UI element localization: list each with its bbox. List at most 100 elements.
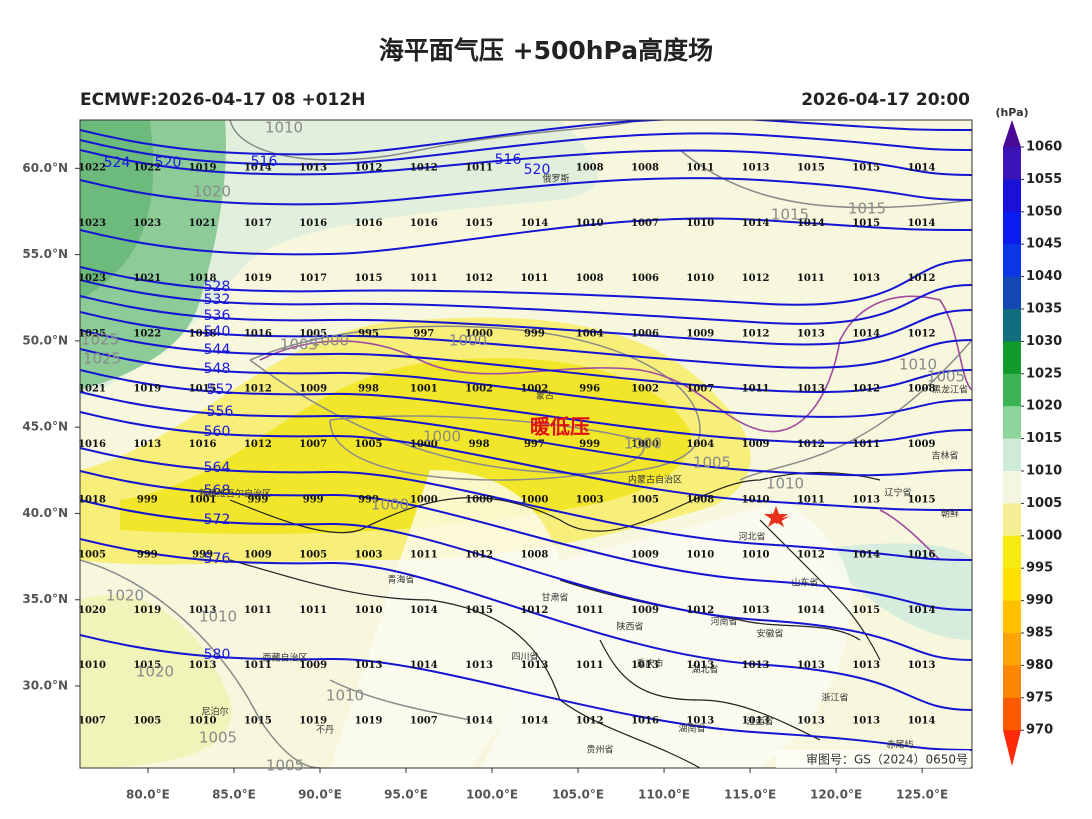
pressure-value: 1006 — [631, 328, 659, 339]
y-tick-label: 45.0°N — [22, 420, 68, 434]
pressure-value: 1014 — [908, 163, 936, 174]
colorbar-segment — [1003, 341, 1021, 375]
pressure-value: 1013 — [852, 660, 880, 671]
pressure-value: 1014 — [742, 218, 770, 229]
pressure-value: 1010 — [742, 550, 770, 561]
pressure-value: 999 — [192, 550, 213, 561]
pressure-value: 1008 — [686, 494, 714, 505]
x-tick-label: 80.0°E — [126, 788, 170, 802]
pressure-value: 1011 — [520, 273, 548, 284]
pressure-value: 1013 — [686, 660, 714, 671]
pressure-zone — [820, 543, 972, 640]
pressure-value: 1008 — [576, 163, 604, 174]
pressure-value: 1019 — [299, 716, 327, 727]
pressure-contour-label: 1025 — [81, 331, 119, 349]
pressure-value: 1013 — [520, 660, 548, 671]
place-name: 辽宁省 — [884, 487, 911, 499]
height-contour — [80, 499, 972, 661]
pressure-value: 1015 — [852, 218, 880, 229]
pressure-contour-label: 1020 — [106, 587, 144, 605]
pressure-value: 1012 — [465, 273, 493, 284]
pressure-value: 1005 — [299, 328, 327, 339]
pressure-contour-label: 1000 — [371, 496, 409, 514]
colorbar-label: 1020 — [1026, 399, 1062, 414]
map-background — [80, 120, 972, 768]
colorbar-label: 1015 — [1026, 431, 1062, 446]
pressure-value: 1016 — [244, 328, 272, 339]
height-contour-label: 556 — [207, 404, 234, 420]
pressure-value: 1014 — [852, 328, 880, 339]
height-contour-label: 564 — [204, 460, 231, 476]
pressure-value: 1012 — [908, 328, 936, 339]
pressure-value: 998 — [469, 439, 490, 450]
place-name: 重庆市 — [636, 658, 663, 670]
x-tick-label: 105.0°E — [552, 788, 604, 802]
title: 海平面气压 +500hPa高度场 — [379, 36, 713, 65]
pressure-value: 1008 — [908, 384, 936, 395]
pressure-value: 1004 — [686, 439, 714, 450]
pressure-value: 1012 — [797, 439, 825, 450]
height-contour — [80, 369, 972, 444]
colorbar-segment — [1003, 665, 1021, 699]
pressure-value: 1008 — [576, 273, 604, 284]
pressure-value: 1005 — [631, 494, 659, 505]
pressure-value: 1010 — [355, 605, 383, 616]
height-contour-label: 528 — [204, 279, 231, 295]
pressure-value: 1011 — [742, 384, 770, 395]
pressure-contour-label: 1015 — [848, 200, 886, 218]
pressure-value: 1017 — [299, 273, 327, 284]
pressure-value: 1012 — [576, 716, 604, 727]
pressure-value: 1014 — [244, 163, 272, 174]
height-contour — [80, 149, 972, 176]
pressure-value: 1007 — [631, 218, 659, 229]
pressure-value: 1005 — [78, 550, 106, 561]
place-name: 内蒙古自治区 — [628, 474, 682, 486]
pressure-value: 1012 — [244, 384, 272, 395]
pressure-value: 1005 — [355, 439, 383, 450]
pressure-contour-label: 1000 — [311, 332, 349, 350]
place-name: 新疆维吾尔自治区 — [199, 488, 271, 500]
pressure-value: 1012 — [908, 273, 936, 284]
place-name: 吉林省 — [931, 450, 958, 462]
pressure-value: 1008 — [631, 163, 659, 174]
pressure-value: 1019 — [133, 384, 161, 395]
pressure-zone — [80, 120, 154, 300]
colorbar-label: 1030 — [1026, 334, 1062, 349]
pressure-contour-label: 1000 — [624, 435, 662, 453]
place-name: 江西省 — [746, 716, 773, 728]
place-name: 四川省 — [511, 651, 538, 663]
pressure-value: 1005 — [133, 716, 161, 727]
colorbar-segment — [1003, 697, 1021, 731]
colorbar-label: 980 — [1026, 658, 1053, 673]
colorbar-label: 975 — [1026, 690, 1053, 705]
pressure-value: 1019 — [133, 605, 161, 616]
pressure-value: 999 — [524, 328, 545, 339]
pressure-value: 1018 — [78, 494, 106, 505]
height-contour — [80, 411, 972, 512]
pressure-value: 1013 — [797, 384, 825, 395]
pressure-value: 1010 — [742, 494, 770, 505]
pressure-value: 1015 — [908, 494, 936, 505]
height-contour — [80, 259, 972, 306]
pressure-value: 1011 — [244, 605, 272, 616]
place-name: 西藏自治区 — [262, 652, 307, 664]
pressure-zone — [120, 358, 692, 534]
pressure-value: 1007 — [686, 384, 714, 395]
colorbar-label: 1060 — [1026, 140, 1062, 155]
pressure-contour-label: 1010 — [199, 608, 237, 626]
pressure-value: 1014 — [908, 218, 936, 229]
height-contour-label: 532 — [204, 292, 231, 308]
y-tick-label: 55.0°N — [22, 247, 68, 261]
pressure-value: 1012 — [244, 439, 272, 450]
pressure-contour-label: 1020 — [136, 663, 174, 681]
pressure-value: 1011 — [410, 550, 438, 561]
height-contour — [80, 391, 972, 477]
pressure-value: 1022 — [78, 163, 106, 174]
colorbar-label: 1025 — [1026, 366, 1062, 381]
colorbar-segment — [1003, 179, 1021, 213]
pressure-value: 1015 — [852, 163, 880, 174]
pressure-value: 1011 — [244, 660, 272, 671]
pressure-value: 1009 — [631, 550, 659, 561]
pressure-value: 1006 — [631, 273, 659, 284]
